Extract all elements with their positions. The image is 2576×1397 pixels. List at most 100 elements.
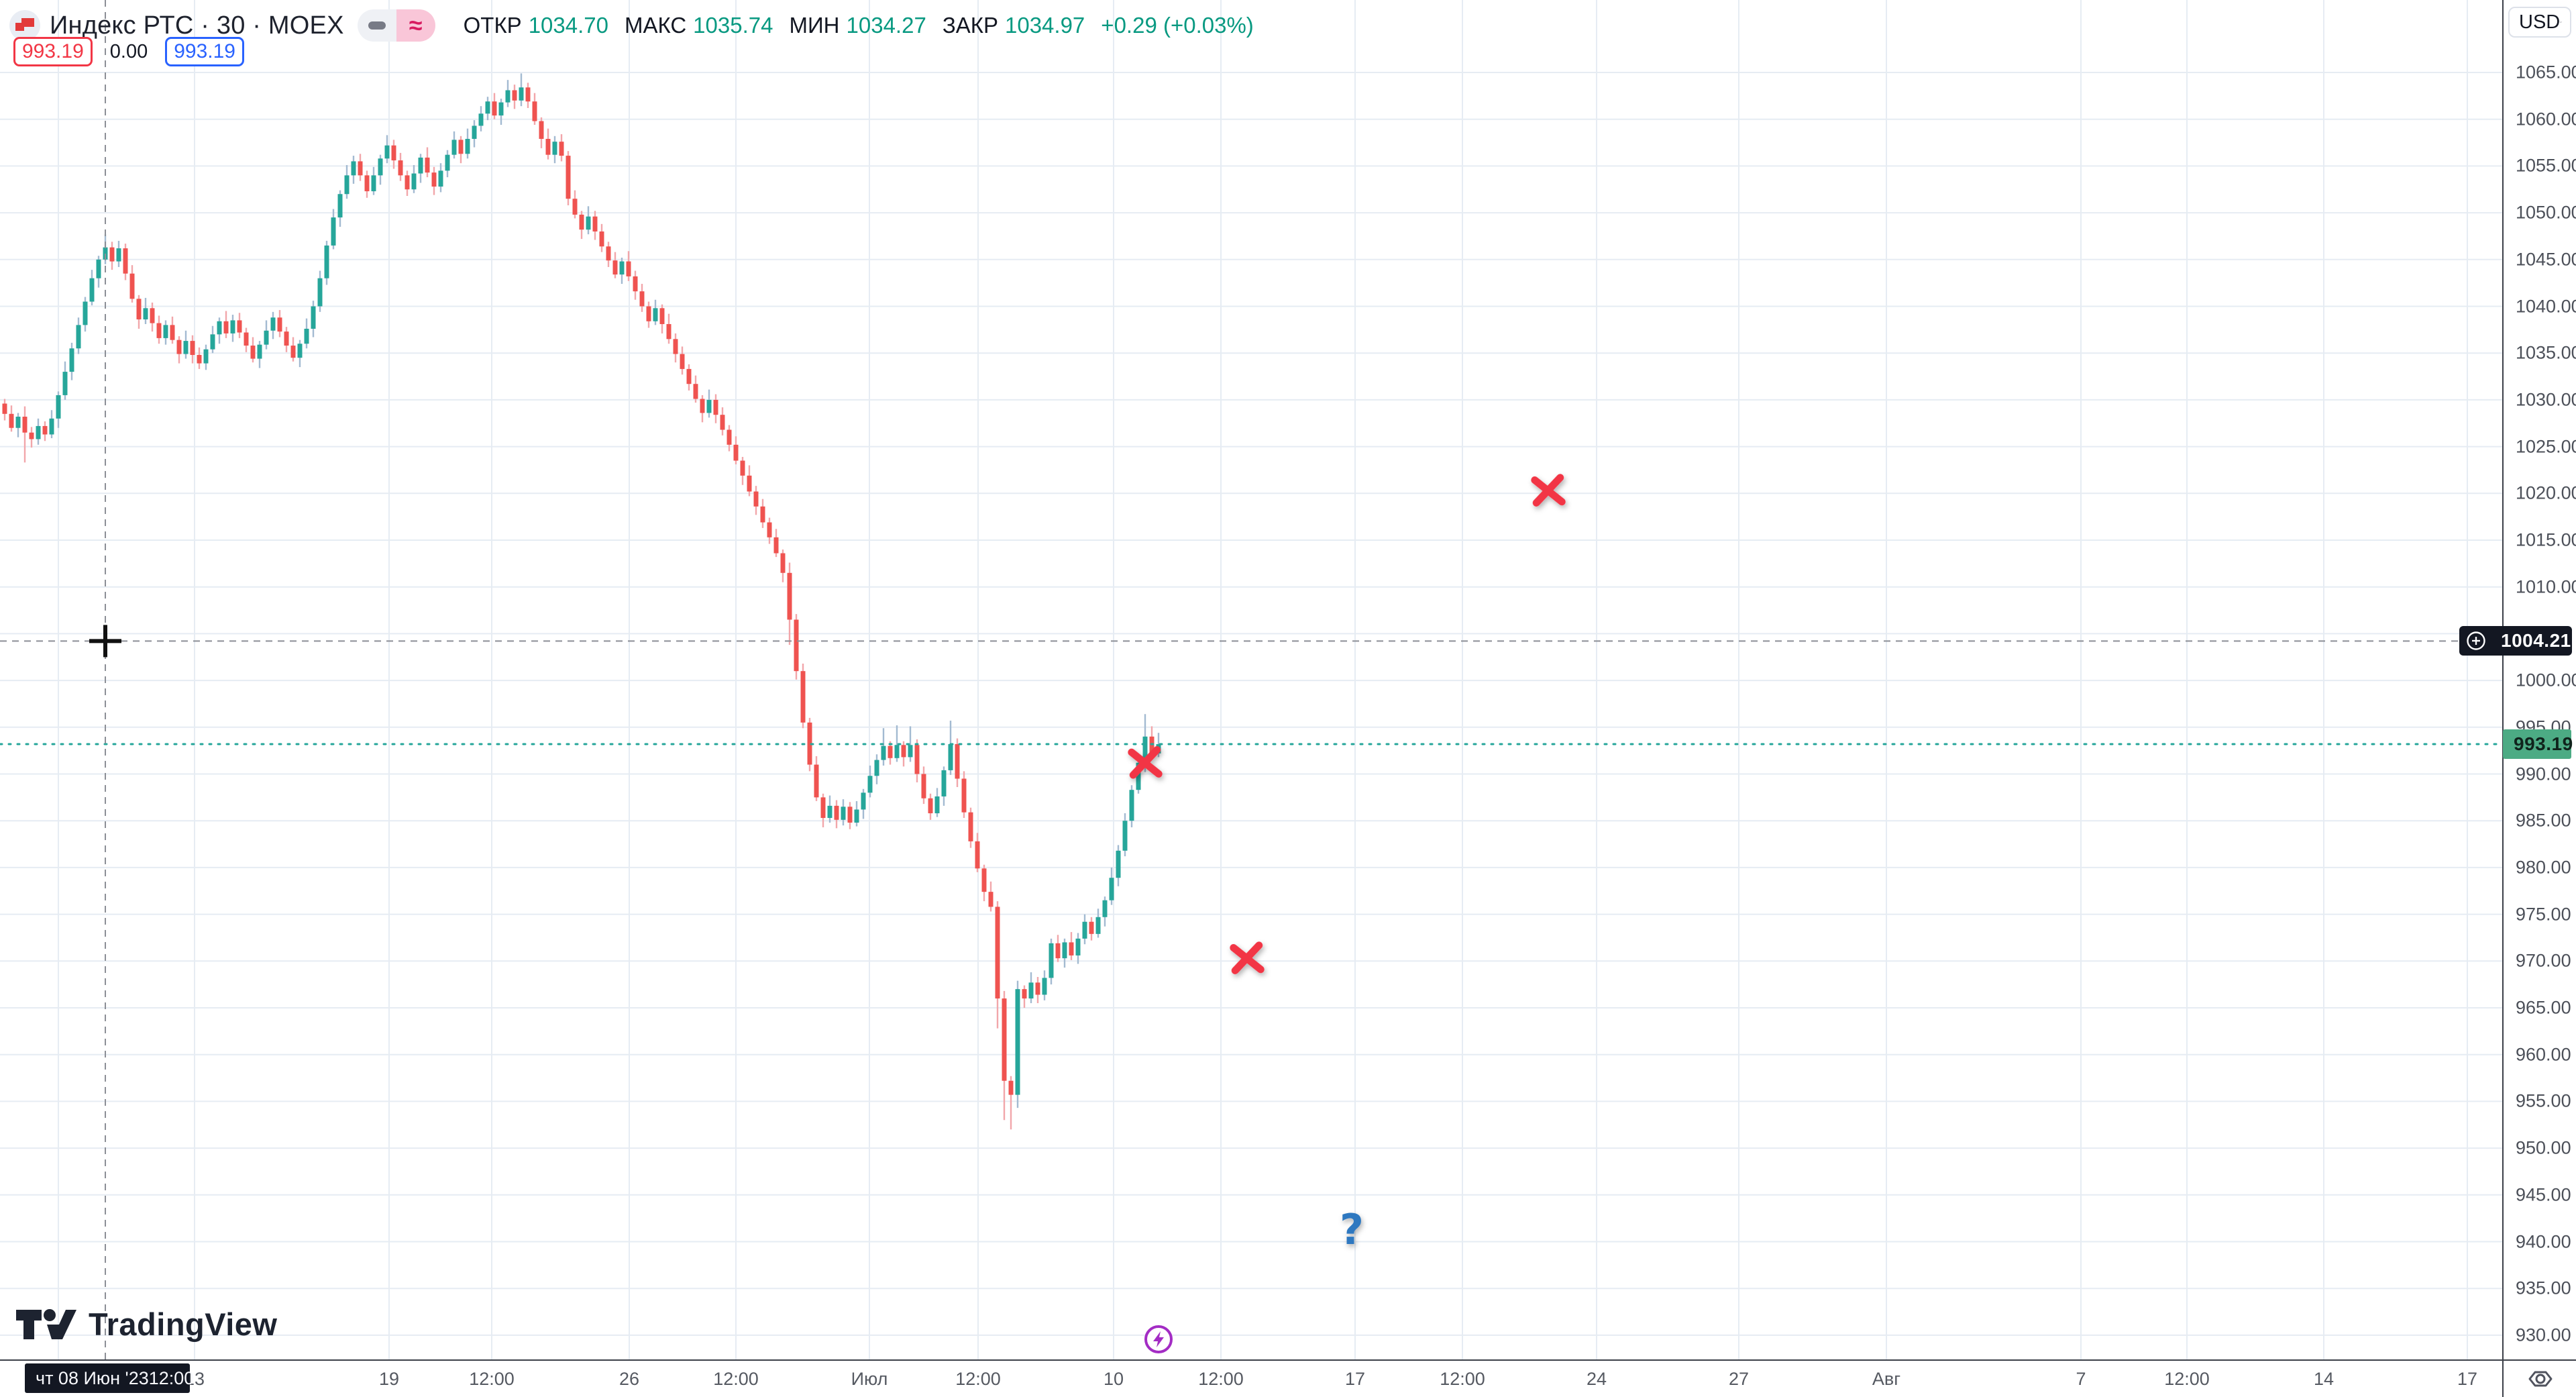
candle [56, 395, 61, 419]
price-tick-label: 980.00 [2516, 857, 2571, 878]
time-tick-label: 12:00 [469, 1369, 515, 1389]
price-tick-label: 970.00 [2516, 950, 2571, 971]
candle [861, 792, 866, 810]
candle [49, 418, 54, 435]
candle [767, 522, 772, 537]
candle [2, 403, 7, 414]
candle [136, 299, 142, 320]
candle [1008, 1080, 1014, 1095]
candle [901, 745, 906, 758]
candle [445, 154, 450, 171]
ohlc-readout: ОТКР 1034.70 МАКС 1035.74 МИН 1034.27 ЗА… [464, 13, 1254, 38]
spread-value: 0.00 [109, 40, 148, 62]
candle [371, 175, 376, 192]
candle [83, 301, 88, 325]
candle [344, 175, 350, 195]
buy-price-box[interactable]: 993.19 [165, 37, 244, 66]
axis-settings-corner[interactable] [2502, 1361, 2576, 1397]
price-alert-row: 993.19 0.00 993.19 [13, 37, 244, 66]
candle [170, 325, 175, 340]
candle [619, 261, 625, 275]
sell-cross-marker[interactable] [1128, 745, 1163, 779]
candle [894, 745, 900, 758]
candle [720, 415, 725, 430]
candle [378, 158, 383, 176]
candle [700, 399, 705, 413]
candle [975, 841, 980, 869]
candle [854, 809, 859, 823]
candle [458, 140, 464, 154]
sell-cross-marker[interactable] [1230, 941, 1265, 974]
time-tick-label: 24 [1586, 1369, 1607, 1389]
candle [1109, 878, 1114, 900]
price-tick-label: 1060.00 [2516, 109, 2576, 130]
candle [807, 722, 812, 765]
time-tick-label: 17 [2457, 1369, 2478, 1389]
sell-price-box[interactable]: 993.19 [13, 37, 93, 66]
price-tick-label: 1000.00 [2516, 670, 2576, 690]
style-toggle-bar-option[interactable] [357, 9, 396, 42]
candlestick-chart[interactable]: ? [0, 0, 2502, 1359]
lightning-event-icon[interactable] [1144, 1325, 1173, 1353]
time-tick-label: 12:00 [955, 1369, 1001, 1389]
candle [1095, 917, 1101, 934]
candle [948, 743, 953, 770]
candle [176, 340, 182, 354]
candle [472, 125, 477, 139]
candle [814, 764, 819, 798]
candle [539, 121, 544, 139]
chevron-down-icon [2560, 21, 2562, 23]
candle [847, 807, 853, 823]
candle [284, 331, 289, 346]
style-toggle-wave-option[interactable]: ≈ [396, 9, 435, 42]
candle [398, 160, 403, 176]
candle [62, 372, 68, 395]
time-tick-label: 10 [1103, 1369, 1124, 1389]
candle [237, 320, 242, 333]
sell-cross-marker[interactable] [1531, 474, 1566, 507]
price-tick-label: 935.00 [2516, 1278, 2571, 1298]
candle [773, 537, 779, 554]
candle [955, 743, 960, 779]
gear-icon[interactable] [2526, 1365, 2555, 1393]
price-tick-label: 985.00 [2516, 810, 2571, 831]
circle-plus-icon[interactable] [2466, 631, 2486, 651]
candle [1069, 942, 1074, 955]
tradingview-watermark[interactable]: TradingView [16, 1304, 278, 1343]
candle [1089, 921, 1094, 934]
time-axis[interactable]: чт 08 Июн '23 12:00 13 19 12:00 26 12:00 Июл 1… [0, 1359, 2576, 1397]
candle [163, 325, 168, 338]
symbol-title[interactable]: Индекс РТС · 30 · MOEX [50, 11, 344, 40]
candle [579, 214, 584, 230]
candle [451, 140, 457, 155]
candle [787, 572, 792, 620]
candle [9, 413, 14, 428]
candle [693, 384, 698, 399]
candle [505, 90, 511, 103]
tradingview-logo-icon [16, 1309, 76, 1339]
candle [391, 145, 396, 161]
candle [405, 175, 410, 190]
crosshair-date: чт 08 Июн '23 [36, 1367, 149, 1388]
price-tick-label: 1010.00 [2516, 576, 2576, 597]
candle [659, 308, 665, 324]
currency-selector[interactable]: USD [2508, 7, 2571, 38]
question-marker[interactable]: ? [1340, 1205, 1364, 1254]
candle [680, 354, 685, 369]
chart-style-toggle[interactable]: ≈ [357, 9, 435, 42]
buy-price-value: 993.19 [174, 40, 235, 62]
candle [592, 216, 598, 231]
price-axis[interactable]: USD 1065.00 1060.00 1055.00 1050.00 1045.00 1… [2502, 0, 2576, 1359]
crosshair-time-label: чт 08 Июн '23 12:00 [25, 1363, 194, 1393]
time-tick-label: 7 [2076, 1369, 2086, 1389]
candle [76, 325, 81, 349]
price-tick-label: 955.00 [2516, 1090, 2571, 1111]
price-tick-label: 1020.00 [2516, 482, 2576, 503]
red-candles-glyph [15, 18, 34, 31]
candle [1136, 762, 1141, 790]
candle [794, 619, 799, 672]
symbol-logo-icon[interactable] [9, 10, 40, 41]
time-tick-label: 14 [2313, 1369, 2334, 1389]
price-tick-label: 990.00 [2516, 764, 2571, 784]
candle [1075, 938, 1081, 955]
